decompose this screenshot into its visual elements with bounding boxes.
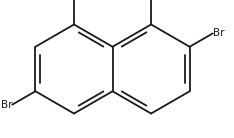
Text: Br: Br	[213, 28, 224, 38]
Text: Br: Br	[1, 100, 12, 110]
